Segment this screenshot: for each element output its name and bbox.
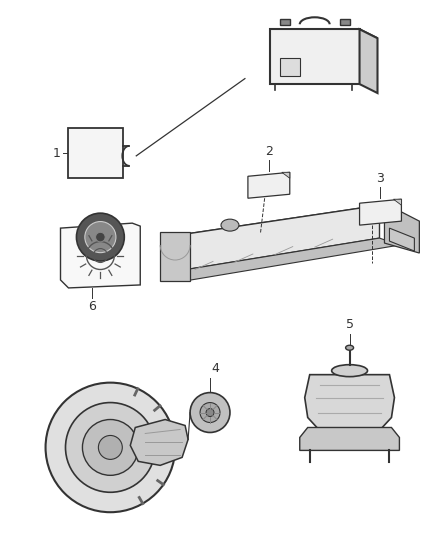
Text: 6: 6	[88, 300, 96, 313]
Polygon shape	[282, 172, 290, 178]
Circle shape	[99, 435, 122, 459]
Circle shape	[206, 409, 214, 416]
Polygon shape	[160, 232, 190, 281]
Circle shape	[190, 393, 230, 432]
Polygon shape	[360, 29, 378, 93]
Text: 1: 1	[53, 147, 60, 160]
Polygon shape	[360, 199, 401, 225]
Polygon shape	[130, 419, 188, 465]
Polygon shape	[68, 128, 124, 178]
Circle shape	[200, 402, 220, 423]
Polygon shape	[389, 228, 414, 251]
Polygon shape	[270, 29, 360, 84]
Polygon shape	[165, 238, 399, 281]
Polygon shape	[165, 205, 399, 258]
Ellipse shape	[346, 345, 353, 350]
Text: 4: 4	[211, 362, 219, 375]
Circle shape	[85, 222, 116, 253]
Polygon shape	[393, 199, 401, 205]
Polygon shape	[270, 29, 378, 38]
Polygon shape	[339, 19, 350, 25]
Polygon shape	[300, 427, 399, 450]
Circle shape	[46, 383, 175, 512]
Ellipse shape	[332, 365, 367, 377]
Polygon shape	[385, 203, 419, 253]
Ellipse shape	[221, 219, 239, 231]
Polygon shape	[280, 19, 290, 25]
Circle shape	[95, 232, 105, 242]
Polygon shape	[248, 172, 290, 198]
Text: 2: 2	[265, 146, 273, 158]
Bar	[280, 58, 300, 76]
Circle shape	[66, 402, 155, 492]
Polygon shape	[305, 375, 395, 438]
Polygon shape	[165, 205, 379, 273]
Text: 3: 3	[377, 172, 385, 185]
Circle shape	[82, 419, 138, 475]
Text: 5: 5	[346, 318, 353, 331]
Polygon shape	[60, 223, 140, 288]
Circle shape	[77, 213, 124, 261]
